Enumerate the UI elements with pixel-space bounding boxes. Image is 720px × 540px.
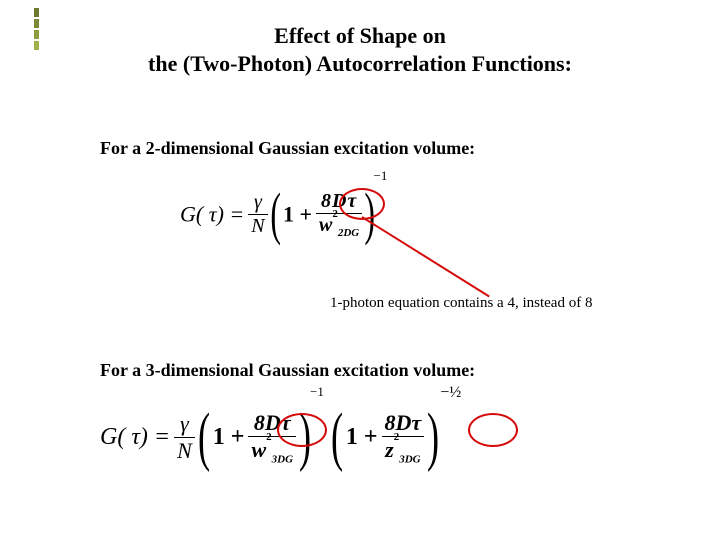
lparen-icon: ( xyxy=(198,411,210,464)
title-line-2: the (Two-Photon) Autocorrelation Functio… xyxy=(0,50,720,78)
eq2-p1-const: 1 + xyxy=(213,424,245,450)
highlight-circle-icon xyxy=(468,413,518,447)
eq2-prefactor: γ N xyxy=(174,411,195,464)
highlight-circle-icon xyxy=(277,413,327,447)
subheading-2d: For a 2-dimensional Gaussian excitation … xyxy=(100,138,475,159)
eq2-lhs: G( τ) = xyxy=(100,424,170,450)
subheading-3d: For a 3-dimensional Gaussian excitation … xyxy=(100,360,475,381)
lparen-icon: ( xyxy=(331,411,343,464)
page-title: Effect of Shape on the (Two-Photon) Auto… xyxy=(0,22,720,77)
eq1-lhs: G( τ) = xyxy=(180,202,244,227)
equation-3d: G( τ) = γ N ( 1 + 8Dτ w23DG ) −1 ( 1 + 8… xyxy=(100,410,660,490)
eq1-prefactor: γ N xyxy=(248,191,267,238)
accent-seg xyxy=(34,8,39,17)
eq2-p2-const: 1 + xyxy=(346,424,378,450)
eq1-exp: −1 xyxy=(374,168,388,183)
eq1-const: 1 + xyxy=(283,202,312,227)
lparen-icon: ( xyxy=(270,191,281,237)
eq2-p2-exp: −½ xyxy=(440,384,461,401)
rparen-icon: ) xyxy=(427,411,439,464)
title-line-1: Effect of Shape on xyxy=(0,22,720,50)
eq2-p1-exp: −1 xyxy=(310,384,324,399)
annotation-text: 1-photon equation contains a 4, instead … xyxy=(330,295,592,312)
eq2-p2-frac: 8Dτ z23DG xyxy=(382,410,425,465)
